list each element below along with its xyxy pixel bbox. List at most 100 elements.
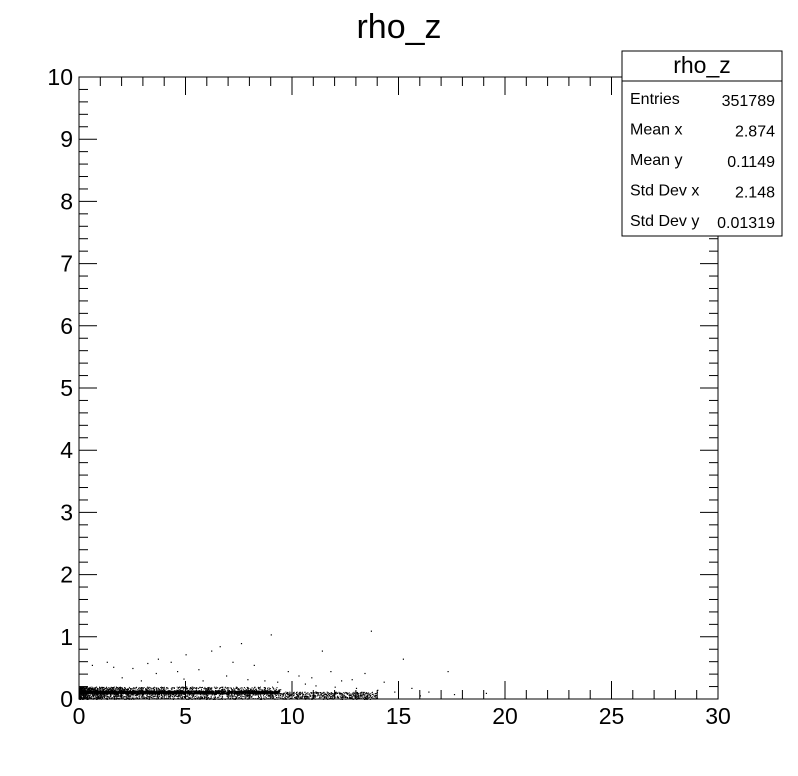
band-core-point: [263, 692, 265, 694]
band-point: [305, 693, 307, 695]
band-core-point: [99, 692, 101, 694]
scatter-point: [170, 661, 172, 663]
band-core-point: [171, 692, 173, 694]
band-core-point: [129, 692, 131, 694]
band-core-point: [189, 692, 191, 694]
band-point: [124, 687, 126, 689]
band-point: [137, 689, 139, 691]
band-core-point: [177, 691, 179, 694]
band-point: [140, 687, 142, 688]
band-point: [81, 689, 83, 691]
band-point: [204, 694, 206, 696]
band-point: [335, 696, 337, 698]
band-point: [359, 694, 361, 696]
band-point: [93, 696, 95, 698]
band-core-point: [111, 692, 113, 694]
band-point: [86, 687, 88, 689]
band-point: [164, 695, 166, 697]
band-core-point: [261, 692, 263, 694]
band-point: [205, 693, 207, 695]
band-core-point: [201, 691, 203, 693]
band-point: [360, 692, 362, 694]
band-core-point: [186, 692, 189, 694]
band-point: [201, 687, 202, 689]
band-point: [181, 697, 183, 699]
band-core-point: [268, 692, 270, 694]
band-core-point: [238, 692, 240, 694]
band-point: [204, 698, 205, 700]
band-core-point: [162, 690, 164, 692]
band-core-point: [179, 692, 181, 694]
y-tick-label: 1: [60, 624, 73, 650]
scatter-point: [287, 671, 289, 673]
band-core-point: [101, 690, 104, 692]
band-point: [219, 687, 221, 688]
band-point: [115, 696, 117, 698]
band-point: [189, 694, 191, 696]
band-core-point: [168, 691, 170, 693]
band-point: [169, 696, 171, 698]
band-point: [86, 695, 88, 697]
band-point: [280, 689, 282, 691]
band-core-point: [271, 692, 273, 694]
band-core-point: [110, 693, 112, 695]
band-point: [365, 697, 367, 699]
band-point: [339, 694, 341, 696]
band-point: [280, 693, 282, 695]
band-point: [121, 689, 123, 691]
band-point: [86, 689, 88, 691]
band-point: [171, 695, 173, 697]
band-point: [148, 697, 150, 699]
band-point: [313, 697, 315, 699]
band-point: [128, 689, 129, 690]
band-point: [250, 697, 252, 698]
band-core-point: [267, 692, 269, 694]
band-point: [155, 687, 157, 689]
band-point: [160, 687, 162, 688]
band-point: [235, 686, 237, 688]
band-point: [374, 693, 376, 694]
scatter-point: [277, 681, 279, 683]
band-point: [139, 688, 141, 690]
band-point: [346, 698, 348, 700]
band-point: [276, 687, 278, 689]
band-point: [209, 697, 211, 699]
band-point: [349, 697, 351, 699]
band-core-point: [223, 692, 225, 694]
band-point: [109, 688, 111, 690]
band-core-point: [231, 691, 233, 694]
band-point: [300, 698, 302, 700]
band-point: [356, 699, 358, 700]
band-core-point: [274, 690, 276, 692]
band-point: [139, 698, 141, 700]
band-point: [255, 688, 257, 690]
band-point: [356, 695, 358, 697]
band-core-point: [233, 690, 236, 692]
band-point: [341, 696, 343, 698]
band-point: [281, 693, 283, 695]
band-point: [192, 686, 194, 688]
band-point: [84, 694, 86, 696]
band-point: [279, 689, 281, 691]
x-axis-tick-labels: 0 5 10 15 20 25 30: [73, 703, 731, 729]
band-point: [331, 697, 333, 699]
band-point: [160, 697, 162, 698]
band-point: [214, 696, 216, 698]
band-point: [169, 697, 171, 699]
band-core-point: [96, 693, 99, 695]
band-point: [128, 695, 129, 697]
band-point: [157, 687, 159, 689]
band-core-point: [180, 690, 183, 693]
band-point: [267, 687, 269, 689]
band-point: [354, 696, 356, 698]
band-core-point: [141, 690, 143, 693]
band-point: [250, 696, 252, 698]
band-point: [367, 693, 368, 695]
band-point: [323, 698, 325, 700]
band-core-point: [156, 691, 158, 693]
band-point: [93, 689, 95, 691]
band-point: [147, 698, 149, 700]
band-point: [375, 696, 377, 698]
